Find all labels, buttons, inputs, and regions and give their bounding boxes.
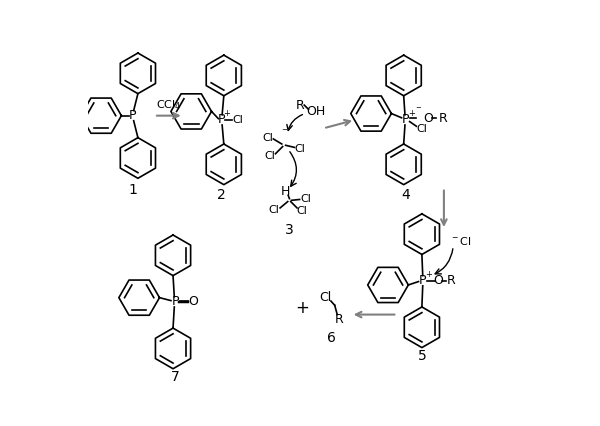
Text: H: H xyxy=(280,185,290,199)
Text: P: P xyxy=(419,274,427,287)
Text: 7: 7 xyxy=(171,370,179,384)
Text: $^-$Cl: $^-$Cl xyxy=(450,234,472,247)
Text: Cl: Cl xyxy=(262,132,273,143)
Text: 4: 4 xyxy=(401,188,410,202)
Text: R: R xyxy=(296,98,304,112)
Text: R: R xyxy=(447,274,456,287)
Text: P: P xyxy=(172,295,179,308)
Text: 2: 2 xyxy=(217,188,226,202)
Text: O: O xyxy=(188,295,198,308)
Text: $^-$: $^-$ xyxy=(280,128,288,138)
Text: Cl: Cl xyxy=(264,151,275,161)
Text: OH: OH xyxy=(306,105,325,118)
Text: $^-$: $^-$ xyxy=(414,106,423,115)
Text: Cl: Cl xyxy=(416,124,427,134)
Text: +: + xyxy=(408,109,415,118)
Text: Cl: Cl xyxy=(295,144,305,154)
Text: 3: 3 xyxy=(285,223,294,237)
Text: CCl$_4$: CCl$_4$ xyxy=(156,98,181,112)
Text: +: + xyxy=(425,270,431,279)
Text: Cl: Cl xyxy=(296,206,308,216)
Text: R: R xyxy=(439,112,448,125)
Text: P: P xyxy=(218,113,226,127)
Text: Cl: Cl xyxy=(319,291,332,304)
Text: 6: 6 xyxy=(328,331,336,345)
Text: P: P xyxy=(129,109,137,122)
Text: Cl: Cl xyxy=(300,194,311,204)
Text: O: O xyxy=(433,274,443,287)
Text: Cl: Cl xyxy=(232,115,243,125)
Text: +: + xyxy=(223,109,230,118)
Text: P: P xyxy=(402,113,410,127)
Text: 1: 1 xyxy=(128,183,137,197)
Text: 5: 5 xyxy=(418,349,427,363)
Text: O: O xyxy=(423,112,433,125)
Text: +: + xyxy=(295,299,309,317)
Text: Cl: Cl xyxy=(268,204,279,215)
Text: R: R xyxy=(335,313,343,326)
